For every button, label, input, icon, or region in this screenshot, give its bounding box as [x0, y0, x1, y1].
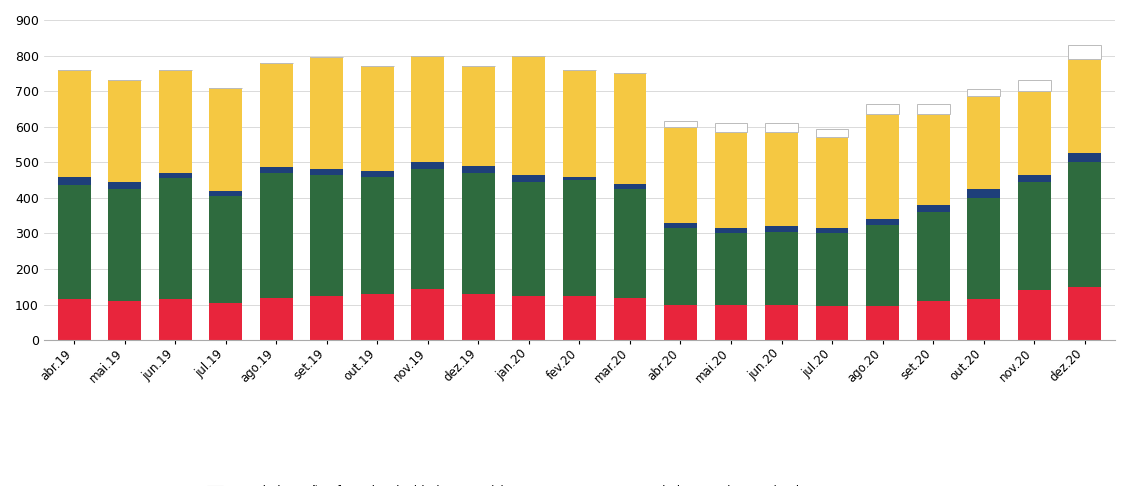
Bar [159, 178, 192, 299]
Bar [816, 233, 849, 306]
Bar [765, 226, 798, 232]
Bar [563, 70, 596, 176]
Bar [765, 132, 798, 226]
Bar [58, 176, 90, 186]
Bar [462, 66, 495, 166]
Bar [411, 55, 444, 162]
Bar [614, 184, 646, 189]
Bar [614, 73, 646, 184]
Bar [1018, 291, 1051, 340]
Bar [967, 189, 1000, 198]
Bar [360, 171, 393, 176]
Bar [816, 138, 849, 228]
Bar [714, 132, 747, 228]
Bar [1068, 45, 1101, 59]
Bar [513, 55, 546, 175]
Bar [1068, 154, 1101, 162]
Bar [209, 196, 242, 303]
Bar [563, 180, 596, 295]
Bar [311, 295, 344, 340]
Bar [260, 167, 293, 173]
Bar [159, 70, 192, 173]
Bar [311, 57, 344, 170]
Bar [260, 173, 293, 297]
Bar [462, 294, 495, 340]
Bar [159, 173, 192, 178]
Bar [867, 114, 899, 219]
Bar [260, 297, 293, 340]
Bar [108, 182, 141, 189]
Bar [1018, 182, 1051, 291]
Bar [967, 198, 1000, 299]
Bar [664, 122, 697, 127]
Bar [411, 162, 444, 170]
Bar [714, 228, 747, 233]
Bar [816, 228, 849, 233]
Bar [916, 212, 949, 301]
Bar [664, 305, 697, 340]
Bar [967, 89, 1000, 97]
Bar [714, 123, 747, 132]
Bar [765, 232, 798, 305]
Bar [260, 63, 293, 167]
Bar [360, 176, 393, 294]
Bar [714, 305, 747, 340]
Bar [867, 219, 899, 225]
Bar [411, 289, 444, 340]
Bar [311, 170, 344, 175]
Bar [108, 189, 141, 301]
Bar [411, 170, 444, 289]
Bar [664, 228, 697, 305]
Bar [159, 299, 192, 340]
Bar [58, 186, 90, 299]
Bar [867, 225, 899, 306]
Bar [563, 176, 596, 180]
Bar [714, 233, 747, 305]
Bar [867, 104, 899, 114]
Bar [563, 295, 596, 340]
Bar [967, 97, 1000, 189]
Bar [209, 87, 242, 191]
Bar [1068, 59, 1101, 154]
Bar [1068, 287, 1101, 340]
Bar [1018, 175, 1051, 182]
Bar [664, 223, 697, 228]
Bar [614, 189, 646, 297]
Bar [462, 166, 495, 173]
Bar [108, 301, 141, 340]
Bar [916, 301, 949, 340]
Bar [209, 303, 242, 340]
Bar [664, 127, 697, 223]
Bar [513, 182, 546, 295]
Bar [311, 175, 344, 295]
Bar [1018, 81, 1051, 91]
Legend: Reembolsos não efetuados devido às moratórias, Reembolsos previstos no contrato,: Reembolsos não efetuados devido às morat… [202, 481, 957, 486]
Bar [513, 175, 546, 182]
Bar [967, 299, 1000, 340]
Bar [1068, 162, 1101, 287]
Bar [58, 299, 90, 340]
Bar [462, 173, 495, 294]
Bar [916, 205, 949, 212]
Bar [916, 114, 949, 205]
Bar [108, 81, 141, 182]
Bar [614, 297, 646, 340]
Bar [209, 191, 242, 196]
Bar [816, 128, 849, 138]
Bar [513, 295, 546, 340]
Bar [816, 306, 849, 340]
Bar [360, 66, 393, 171]
Bar [765, 305, 798, 340]
Bar [58, 70, 90, 176]
Bar [765, 123, 798, 132]
Bar [360, 294, 393, 340]
Bar [1018, 91, 1051, 175]
Bar [916, 104, 949, 114]
Bar [867, 306, 899, 340]
